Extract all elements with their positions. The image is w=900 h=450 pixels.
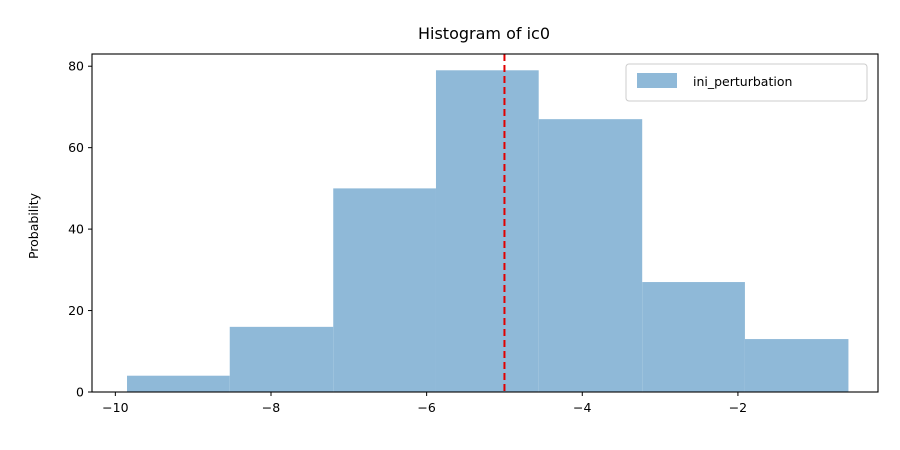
x-tick-label: −4 (573, 400, 591, 415)
histogram-bar (642, 282, 745, 392)
histogram-bar (229, 326, 334, 392)
chart-title: Histogram of ic0 (418, 24, 550, 43)
legend-box (625, 63, 868, 102)
histogram-bar (435, 70, 539, 392)
x-tick-label: −10 (102, 400, 128, 415)
y-axis-label: Probability (26, 192, 41, 259)
histogram-bar (744, 339, 849, 392)
x-tick-label: −6 (417, 400, 435, 415)
histogram-bar (333, 188, 436, 392)
bars-group (127, 70, 849, 393)
y-tick-label: 60 (68, 140, 84, 155)
x-tick-label: −2 (729, 400, 747, 415)
legend-swatch (637, 73, 677, 88)
legend-label: ini_perturbation (693, 74, 792, 89)
y-tick-label: 20 (68, 303, 84, 318)
histogram-bar (127, 375, 230, 392)
legend: ini_perturbation (625, 63, 868, 102)
y-tick-label: 80 (68, 59, 84, 74)
plot-frame (91, 53, 879, 393)
y-tick-label: 0 (76, 385, 84, 400)
histogram-bar (538, 119, 643, 393)
y-axis-ticks: 0 20 40 60 80 (68, 59, 92, 400)
y-tick-label: 40 (68, 222, 84, 237)
x-tick-label: −8 (262, 400, 280, 415)
x-axis-ticks: −10 −8 −6 −4 −2 (102, 392, 747, 415)
